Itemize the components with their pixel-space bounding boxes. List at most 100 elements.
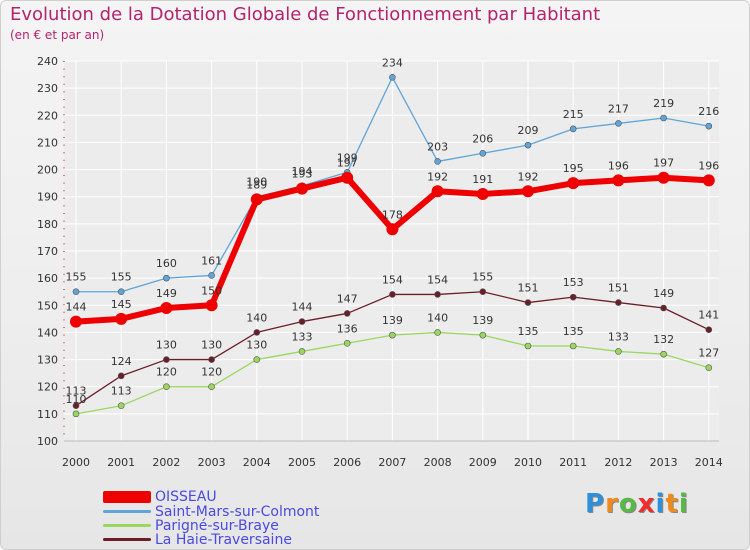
y-tick-label: 180 <box>37 218 58 231</box>
data-label-2: 127 <box>698 347 719 360</box>
data-label-0: 178 <box>382 208 403 221</box>
data-point-3 <box>117 372 125 380</box>
x-tick-label: 2001 <box>107 456 135 469</box>
data-label-0: 192 <box>518 170 539 183</box>
data-point-1 <box>705 122 713 130</box>
data-label-0: 196 <box>608 159 629 172</box>
data-label-2: 132 <box>653 333 674 346</box>
data-label-0: 145 <box>111 298 132 311</box>
x-tick-label: 2008 <box>424 456 452 469</box>
y-tick-label: 230 <box>37 82 58 95</box>
legend-swatch-parigne <box>103 524 151 527</box>
data-label-0: 196 <box>698 159 719 172</box>
y-tick-label: 210 <box>37 136 58 149</box>
data-point-1 <box>434 158 441 165</box>
x-tick-label: 2005 <box>288 456 316 469</box>
y-tick-label: 110 <box>37 408 58 421</box>
data-label-2: 133 <box>608 330 629 343</box>
data-label-0: 193 <box>292 168 313 181</box>
data-label-1: 194 <box>292 165 313 178</box>
data-point-3 <box>479 288 487 296</box>
y-tick-label: 150 <box>37 299 58 312</box>
data-point-0 <box>431 185 444 198</box>
x-tick-label: 2012 <box>604 456 632 469</box>
data-label-1: 190 <box>246 176 267 189</box>
data-point-3 <box>253 329 261 336</box>
x-tick-label: 2011 <box>559 456 587 469</box>
data-point-3 <box>72 402 80 410</box>
data-point-0 <box>205 299 218 312</box>
data-point-0 <box>612 174 625 187</box>
data-label-1: 215 <box>563 108 584 121</box>
data-point-0 <box>567 177 580 190</box>
data-point-2 <box>163 383 170 391</box>
data-label-2: 133 <box>292 330 313 343</box>
data-label-2: 120 <box>156 366 177 379</box>
data-point-2 <box>705 364 713 372</box>
legend-label-la-haie: La Haie-Traversaine <box>155 532 292 548</box>
data-point-1 <box>72 288 80 296</box>
x-tick-label: 2002 <box>152 456 180 469</box>
data-point-2 <box>569 342 577 350</box>
data-label-3: 151 <box>608 282 629 295</box>
chart-subtitle: (en € et par an) <box>10 28 105 42</box>
data-point-3 <box>434 291 441 298</box>
y-tick-label: 160 <box>37 272 58 285</box>
data-label-3: 130 <box>201 339 222 352</box>
data-label-0: 197 <box>653 157 674 170</box>
data-label-3: 154 <box>427 273 448 286</box>
data-label-3: 140 <box>246 311 267 324</box>
data-label-2: 139 <box>382 314 403 327</box>
data-label-1: 234 <box>382 56 403 69</box>
data-point-0 <box>522 185 534 198</box>
data-point-2 <box>208 383 215 391</box>
data-point-1 <box>389 73 396 81</box>
data-label-2: 139 <box>472 314 493 327</box>
data-label-3: 147 <box>337 292 358 305</box>
x-tick-label: 2000 <box>62 456 90 469</box>
data-point-0 <box>296 182 308 195</box>
data-label-3: 144 <box>292 301 313 314</box>
legend-label-saint-mars: Saint-Mars-sur-Colmont <box>155 504 320 520</box>
data-point-1 <box>660 114 667 122</box>
data-point-0 <box>70 315 82 328</box>
legend-label-oisseau: OISSEAU <box>155 489 217 505</box>
data-point-2 <box>253 356 261 363</box>
data-point-2 <box>615 348 622 355</box>
data-label-1: 155 <box>111 271 132 284</box>
x-tick-label: 2014 <box>695 456 723 469</box>
data-label-0: 149 <box>156 287 177 300</box>
data-label-2: 110 <box>66 393 87 406</box>
data-point-1 <box>117 288 125 296</box>
data-label-3: 153 <box>563 276 584 289</box>
data-point-3 <box>660 304 667 312</box>
data-label-1: 203 <box>427 140 448 153</box>
data-point-2 <box>479 331 487 339</box>
legend-swatch-saint-mars <box>103 510 151 513</box>
data-label-1: 161 <box>201 254 222 267</box>
data-label-1: 155 <box>66 271 87 284</box>
data-label-3: 149 <box>653 287 674 300</box>
data-point-3 <box>208 356 215 363</box>
data-point-1 <box>208 272 215 279</box>
data-point-2 <box>389 331 396 339</box>
data-point-2 <box>660 350 667 358</box>
y-tick-label: 240 <box>37 55 58 68</box>
data-label-1: 160 <box>156 257 177 270</box>
data-point-1 <box>479 149 487 157</box>
x-tick-label: 2009 <box>469 456 497 469</box>
data-label-2: 135 <box>563 325 584 338</box>
chart-title: Evolution de la Dotation Globale de Fonc… <box>10 4 601 25</box>
proxiti-logo: Proxiti <box>585 489 689 519</box>
data-point-0 <box>160 302 173 314</box>
y-tick-label: 190 <box>37 191 58 204</box>
y-tick-label: 200 <box>37 164 58 177</box>
data-point-3 <box>343 310 351 317</box>
data-point-3 <box>163 356 170 363</box>
data-point-1 <box>569 125 577 133</box>
data-point-0 <box>386 223 399 236</box>
data-point-1 <box>163 274 170 282</box>
data-label-2: 113 <box>111 385 132 398</box>
data-point-1 <box>524 141 532 149</box>
